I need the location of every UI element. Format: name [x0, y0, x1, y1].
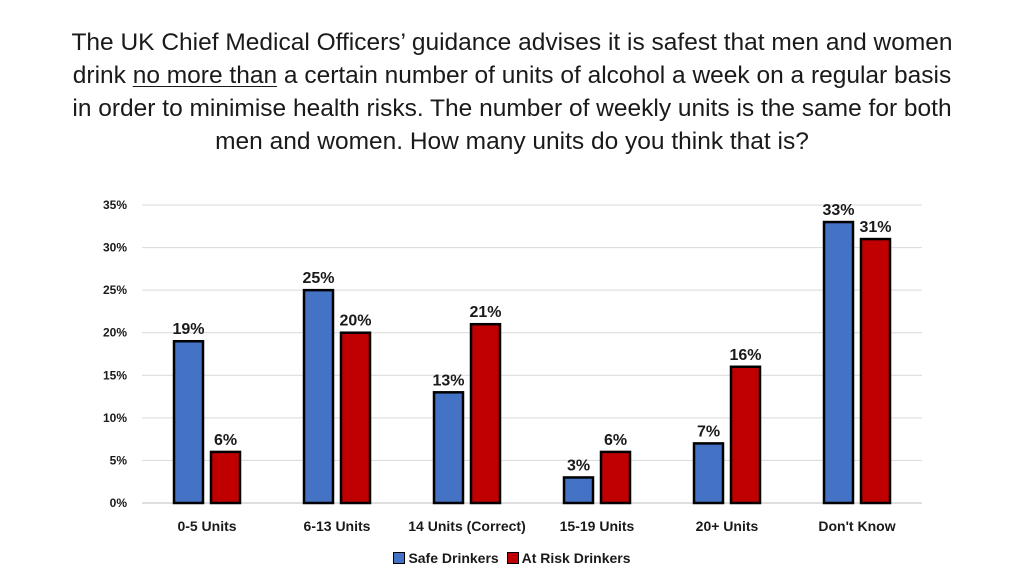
x-tick-label: 6-13 Units	[304, 518, 371, 534]
data-label: 3%	[567, 457, 590, 474]
title-text-underlined: no more than	[132, 62, 278, 89]
bar-series-1	[599, 450, 632, 505]
data-label: 33%	[822, 202, 854, 219]
bar-series-1	[729, 365, 762, 505]
x-tick-label: 0-5 Units	[177, 518, 236, 534]
data-label: 31%	[859, 219, 891, 236]
y-tick-label: 10%	[103, 411, 127, 425]
bar-series-1	[339, 331, 372, 505]
x-tick-label: Don't Know	[818, 518, 895, 534]
y-tick-label: 25%	[103, 283, 127, 297]
data-label: 6%	[214, 432, 237, 449]
data-label: 6%	[604, 432, 627, 449]
title-text-after: a certain number of units of alcohol a w…	[72, 62, 952, 155]
y-tick-label: 0%	[110, 496, 128, 510]
chart-title: The UK Chief Medical Officers’ guidance …	[62, 26, 962, 158]
legend-label-series-0: Safe Drinkers	[408, 550, 499, 566]
bar-series-1	[859, 237, 892, 505]
bar-series-0	[432, 391, 465, 505]
y-tick-label: 30%	[103, 241, 127, 255]
bar-series-0	[172, 339, 205, 505]
bar-series-0	[562, 476, 595, 505]
data-label: 20%	[339, 313, 371, 330]
y-tick-label: 5%	[110, 453, 128, 467]
bar-series-1	[469, 322, 502, 505]
data-label: 16%	[729, 347, 761, 364]
data-label: 25%	[302, 270, 334, 287]
legend-item-series-1: At Risk Drinkers	[506, 550, 631, 566]
y-tick-label: 15%	[103, 368, 127, 382]
bar-series-0	[822, 220, 855, 505]
x-tick-label: 14 Units (Correct)	[408, 518, 525, 534]
x-tick-label: 20+ Units	[696, 518, 759, 534]
legend-swatch-series-1	[506, 552, 519, 564]
legend-label-series-1: At Risk Drinkers	[521, 550, 631, 566]
bar-series-0	[302, 288, 335, 505]
title-text-before: The UK Chief Medical Officers’ guidance …	[71, 29, 953, 89]
legend-swatch-series-0	[393, 552, 406, 564]
data-label: 13%	[432, 372, 464, 389]
bar-series-1	[209, 450, 242, 505]
legend-item-series-0: Safe Drinkers	[393, 550, 499, 566]
y-tick-label: 35%	[103, 198, 127, 212]
legend: Safe Drinkers At Risk Drinkers	[0, 550, 1024, 567]
data-label: 19%	[172, 321, 204, 338]
bar-series-0	[692, 442, 725, 505]
y-tick-label: 20%	[103, 326, 127, 340]
x-tick-label: 15-19 Units	[560, 518, 635, 534]
data-label: 21%	[469, 304, 501, 321]
data-label: 7%	[697, 423, 720, 440]
